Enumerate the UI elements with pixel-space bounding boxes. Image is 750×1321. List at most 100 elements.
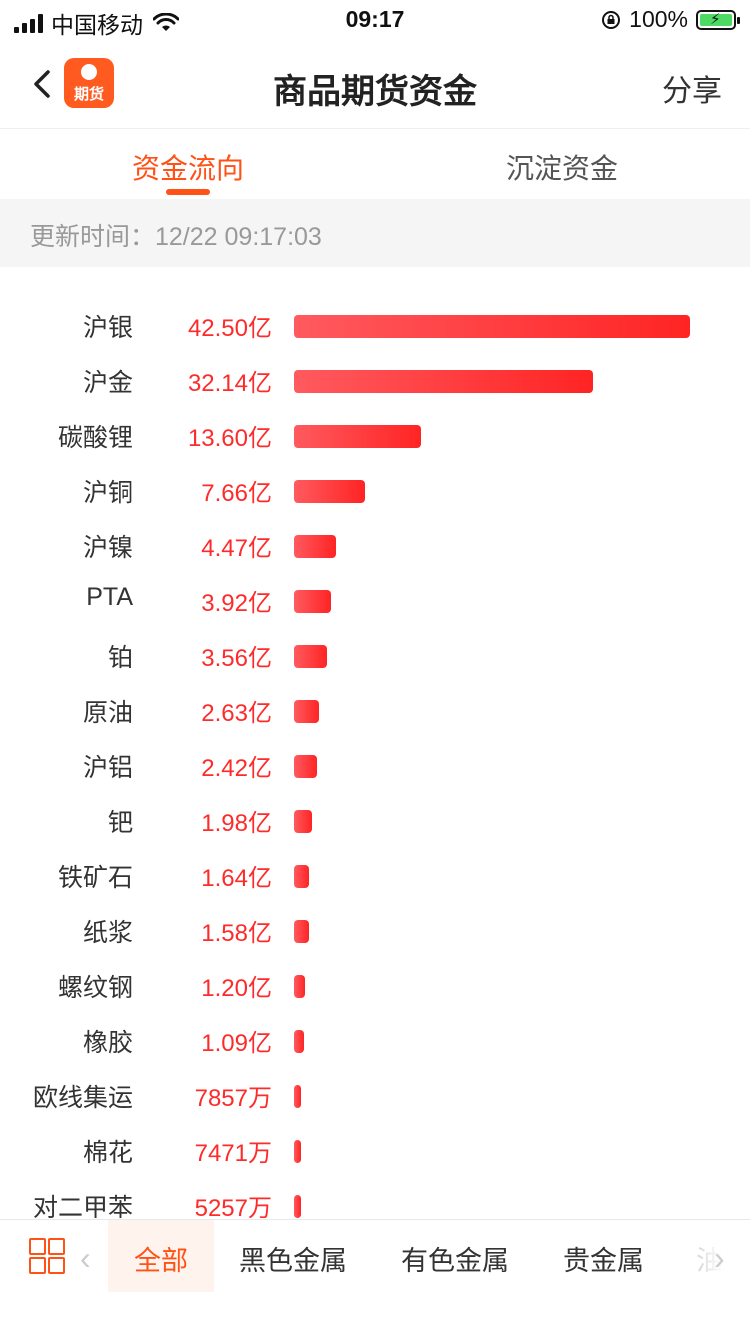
bar-value-label: 5257万 <box>194 1195 272 1218</box>
chart-row[interactable]: 螺纹钢 1.20亿 <box>0 956 750 1011</box>
bar-category-label: 沪镍 <box>82 534 133 562</box>
chart-row[interactable]: 沪金 32.14亿 <box>0 351 750 406</box>
chart-row[interactable]: 沪银 42.50亿 <box>0 296 750 351</box>
chart-row[interactable]: 橡胶 1.09亿 <box>0 1011 750 1066</box>
chart-row[interactable]: 沪铝 2.42亿 <box>0 736 750 791</box>
bar <box>294 370 593 393</box>
bar-value-label: 7471万 <box>194 1140 272 1167</box>
bar-value-label: 13.60亿 <box>187 425 272 452</box>
bar <box>294 480 365 503</box>
bar-value-label: 1.58亿 <box>201 920 272 947</box>
chart-row[interactable]: PTA 3.92亿 <box>0 571 750 626</box>
bar-value-label: 3.92亿 <box>201 590 272 617</box>
back-button[interactable] <box>26 64 66 104</box>
bar <box>294 700 319 723</box>
bar-category-label: 原油 <box>82 699 133 727</box>
category-ferrous[interactable]: 黑色金属 <box>239 1246 347 1276</box>
logo-mark-icon <box>81 64 97 80</box>
grid-menu-icon[interactable] <box>29 1238 65 1274</box>
bar-category-label: 纸浆 <box>82 919 133 947</box>
chart-row[interactable]: 棉花 7471万 <box>0 1121 750 1176</box>
chart-row[interactable]: 铁矿石 1.64亿 <box>0 846 750 901</box>
bar-value-label: 7.66亿 <box>201 480 272 507</box>
bar-category-label: 沪金 <box>82 369 133 397</box>
bar-value-label: 32.14亿 <box>187 370 272 397</box>
bar <box>294 975 305 998</box>
bar-category-label: 沪银 <box>82 314 133 342</box>
bar-category-label: PTA <box>86 583 133 611</box>
bar-value-label: 42.50亿 <box>187 315 272 342</box>
status-left: 中国移动 <box>14 6 179 40</box>
bar <box>294 315 690 338</box>
bar-value-label: 1.98亿 <box>201 810 272 837</box>
share-button[interactable]: 分享 <box>662 75 722 108</box>
category-precious[interactable]: 贵金属 <box>563 1246 644 1276</box>
chart-row[interactable]: 对二甲苯 5257万 <box>0 1176 750 1218</box>
tab-bar: 资金流向 沉淀资金 <box>0 129 750 199</box>
bar <box>294 425 421 448</box>
chart-row[interactable]: 碳酸锂 13.60亿 <box>0 406 750 461</box>
bar-category-label: 橡胶 <box>82 1029 133 1057</box>
update-time: 更新时间：12/22 09:17:03 <box>30 223 322 251</box>
bar <box>294 645 327 668</box>
bar <box>294 810 312 833</box>
bar-category-label: 钯 <box>107 809 133 837</box>
update-time-bar: 更新时间：12/22 09:17:03 <box>0 199 750 267</box>
bar-category-label: 螺纹钢 <box>57 974 133 1002</box>
signal-icon <box>14 13 43 33</box>
chart-row[interactable]: 钯 1.98亿 <box>0 791 750 846</box>
carrier-label: 中国移动 <box>51 12 143 38</box>
status-right: 100% ⚡ <box>601 6 740 33</box>
category-bar: ‹ 全部 黑色金属 有色金属 贵金属 油 › <box>0 1219 750 1292</box>
nav-bar: 期货 商品期货资金 分享 <box>0 40 750 129</box>
battery-icon: ⚡ <box>696 9 740 30</box>
bar <box>294 590 331 613</box>
chart-row[interactable]: 沪铜 7.66亿 <box>0 461 750 516</box>
status-time: 09:17 <box>345 6 405 32</box>
bar-value-label: 2.42亿 <box>201 755 272 782</box>
bar-category-label: 沪铝 <box>82 754 133 782</box>
bar <box>294 1030 304 1053</box>
bar-value-label: 7857万 <box>194 1085 272 1112</box>
bar-category-label: 铂 <box>107 644 133 672</box>
bar-value-label: 1.20亿 <box>201 975 272 1002</box>
bar-category-label: 碳酸锂 <box>57 424 133 452</box>
bar <box>294 535 336 558</box>
chart-row[interactable]: 原油 2.63亿 <box>0 681 750 736</box>
chevron-left-icon[interactable]: ‹ <box>80 1240 91 1276</box>
chart-row[interactable]: 铂 3.56亿 <box>0 626 750 681</box>
app-logo: 期货 <box>64 58 114 108</box>
bar <box>294 865 309 888</box>
status-bar: 中国移动 09:17 100% ⚡ <box>0 0 750 40</box>
bar-value-label: 4.47亿 <box>201 535 272 562</box>
bar <box>294 1140 301 1163</box>
bar-value-label: 2.63亿 <box>201 700 272 727</box>
tab-indicator <box>166 189 210 195</box>
orientation-lock-icon <box>602 10 621 29</box>
category-nonferrous[interactable]: 有色金属 <box>401 1246 509 1276</box>
logo-text: 期货 <box>73 86 104 103</box>
chevron-right-icon[interactable]: › <box>714 1240 725 1276</box>
bar-category-label: 对二甲苯 <box>32 1194 133 1218</box>
category-all[interactable]: 全部 <box>134 1246 188 1276</box>
chart-row[interactable]: 纸浆 1.58亿 <box>0 901 750 956</box>
bar-category-label: 欧线集运 <box>32 1084 133 1112</box>
bar-value-label: 1.09亿 <box>201 1030 272 1057</box>
bar <box>294 755 317 778</box>
bar-value-label: 1.64亿 <box>201 865 272 892</box>
fund-flow-chart: 沪银 42.50亿沪金 32.14亿碳酸锂 13.60亿沪铜 7.66亿沪镍 4.47亿 P… <box>0 296 750 1218</box>
bar-value-label: 3.56亿 <box>201 645 272 672</box>
active-category-highlight <box>108 1220 214 1292</box>
bar <box>294 1085 301 1108</box>
chart-row[interactable]: 欧线集运 7857万 <box>0 1066 750 1121</box>
tab-settled-fund[interactable]: 沉淀资金 <box>505 153 618 184</box>
page-title: 商品期货资金 <box>273 73 477 111</box>
bar-category-label: 铁矿石 <box>57 864 133 892</box>
battery-percent: 100% <box>629 6 688 32</box>
tab-fund-flow[interactable]: 资金流向 <box>131 153 244 184</box>
bar <box>294 1195 301 1218</box>
wifi-icon <box>153 13 179 31</box>
chart-row[interactable]: 沪镍 4.47亿 <box>0 516 750 571</box>
bar-category-label: 棉花 <box>82 1139 133 1167</box>
bar <box>294 920 309 943</box>
